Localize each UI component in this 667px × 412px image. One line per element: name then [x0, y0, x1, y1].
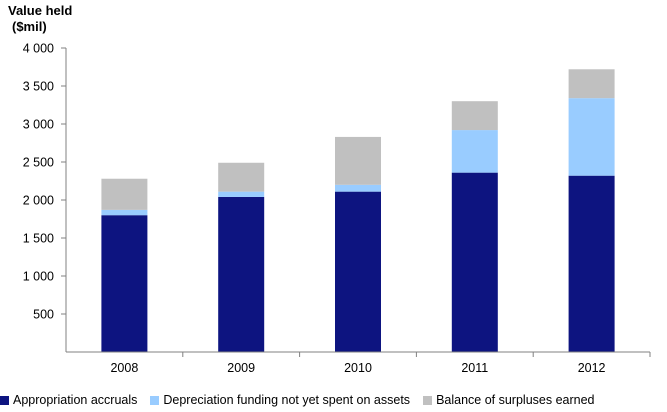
bar-segment	[335, 184, 381, 192]
legend-label: Balance of surpluses earned	[436, 393, 595, 407]
x-tick-label: 2008	[110, 361, 138, 375]
bar-segment	[335, 191, 381, 352]
x-tick-label: 2010	[344, 361, 372, 375]
y-tick-label: 1 500	[23, 232, 54, 246]
y-tick-label: 2 500	[23, 156, 54, 170]
bar-segment	[101, 178, 148, 210]
legend-swatch	[423, 395, 433, 405]
bar-segment	[101, 215, 148, 352]
legend-item: Appropriation accruals	[0, 393, 137, 407]
bars	[101, 69, 615, 352]
x-tick-label: 2009	[227, 361, 255, 375]
x-tick-label: 2012	[578, 361, 606, 375]
bar-segment	[568, 69, 615, 99]
legend: Appropriation accruals Depreciation fundi…	[0, 390, 608, 410]
x-tick-label: 2011	[461, 361, 488, 375]
y-tick-label: 4 000	[23, 42, 54, 56]
y-tick-label: 500	[33, 308, 54, 322]
y-axis-title-line-2: ($mil)	[12, 19, 47, 34]
y-axis-ticks: 500 1 000 1 500 2 000 2 500 3 000 3 500 4 000	[23, 42, 66, 322]
bar-segment	[101, 209, 148, 216]
bar-segment	[218, 162, 265, 192]
y-tick-label: 2 000	[23, 194, 54, 208]
axes	[65, 48, 651, 357]
bar-segment	[218, 196, 265, 352]
bar-segment	[568, 98, 615, 176]
legend-label: Depreciation funding not yet spent on as…	[163, 393, 411, 407]
x-axis-labels: 2008 2009 2010 2011 2012	[110, 361, 605, 375]
stacked-bar-chart: Value held ($mil) 500 1 000 1 500 2 000 2 50…	[8, 3, 651, 375]
bar-segment	[335, 136, 381, 185]
legend-item: Balance of surpluses earned	[423, 393, 595, 407]
y-axis-title-line-1: Value held	[8, 3, 72, 18]
legend-item: Depreciation funding not yet spent on as…	[150, 393, 410, 407]
legend-label: Appropriation accruals	[13, 393, 138, 407]
bar-segment	[451, 101, 498, 131]
bar-segment	[451, 172, 498, 352]
bar-segment	[218, 191, 265, 197]
y-tick-label: 3 000	[23, 118, 54, 132]
y-tick-label: 1 000	[23, 270, 54, 284]
legend-swatch	[150, 395, 160, 405]
legend-swatch	[0, 395, 9, 405]
bar-segment	[568, 175, 615, 352]
y-tick-label: 3 500	[23, 80, 54, 94]
bar-segment	[451, 130, 498, 173]
